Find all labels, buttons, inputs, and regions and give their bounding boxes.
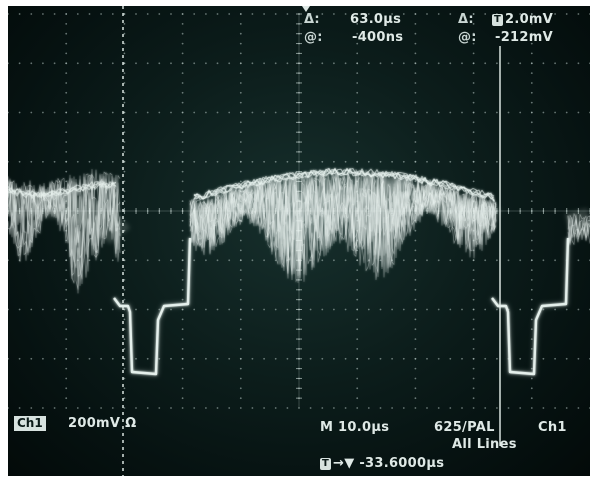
trigger-lines: All Lines	[452, 437, 517, 452]
waveform-display	[8, 6, 590, 476]
channel-1-badge[interactable]: Ch1	[14, 416, 46, 431]
trigger-position-marker	[302, 6, 310, 12]
volt-at-label: @:	[458, 30, 477, 45]
video-signal-trace	[8, 167, 590, 376]
time-at-label: @:	[304, 30, 323, 45]
time-delta-label: Δ:	[304, 12, 320, 27]
trigger-position-value: →▼ -33.6000µs	[333, 456, 445, 471]
timebase-readout: M 10.0µs	[320, 420, 390, 435]
impedance-icon: Ω	[125, 416, 137, 431]
video-standard: 625/PAL	[434, 420, 495, 435]
volt-delta-readout: T 2.0mV	[492, 12, 553, 27]
trigger-position-readout: T →▼ -33.6000µs	[320, 456, 444, 471]
volt-delta-label: Δ:	[458, 12, 474, 27]
channel-scale-value: 200mV	[68, 416, 121, 431]
time-at-value: -400ns	[352, 30, 404, 45]
time-delta-value: 63.0µs	[350, 12, 402, 27]
trigger-source: Ch1	[538, 420, 567, 435]
trigger-icon: T	[492, 14, 503, 26]
volt-at-value: -212mV	[495, 30, 553, 45]
oscilloscope-screen: Δ: 63.0µs @: -400ns Δ: T 2.0mV @: -212mV …	[8, 6, 590, 476]
volt-delta-value: 2.0mV	[505, 12, 554, 27]
trigger-icon: T	[320, 458, 331, 470]
channel-scale: 200mV Ω	[68, 416, 136, 431]
